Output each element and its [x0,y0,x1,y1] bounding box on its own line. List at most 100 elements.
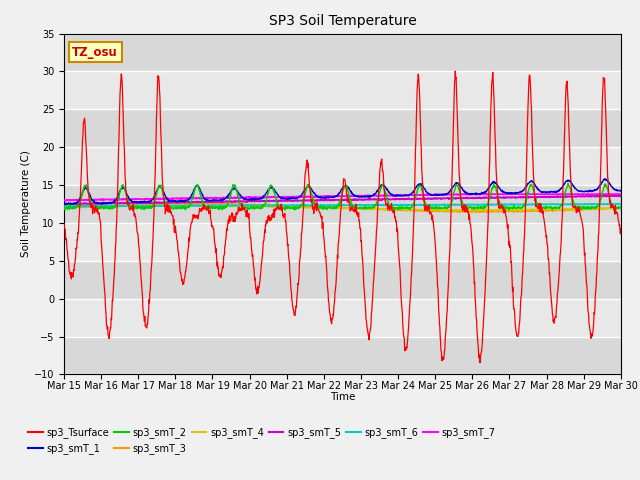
sp3_smT_2 [568,193,576,199]
sp3_Tsurface [60,221,68,227]
sp3_Tsurface [520,238,528,243]
sp3_smT_4 [279,204,287,209]
Bar [64,72,621,109]
Line: sp3_smT_4: sp3_smT_4 [64,204,621,211]
sp3_smT_5 [617,193,625,199]
Title: SP3 Soil Temperature: SP3 Soil Temperature [269,14,416,28]
sp3_smT_7 [62,198,70,204]
sp3_smT_3 [428,208,436,214]
sp3_smT_4 [184,203,191,208]
Line: sp3_smT_5: sp3_smT_5 [64,196,621,204]
sp3_smT_2 [428,205,436,211]
sp3_smT_7 [60,198,68,204]
Bar [64,261,621,299]
Bar [64,185,621,223]
sp3_smT_5 [184,199,191,205]
sp3_smT_6 [568,201,575,207]
sp3_smT_7 [184,195,191,201]
sp3_smT_7 [568,191,576,197]
sp3_Tsurface [476,360,484,366]
Text: TZ_osu: TZ_osu [72,46,118,59]
X-axis label: Time: Time [330,392,355,402]
Bar [64,223,621,261]
sp3_smT_2 [282,207,289,213]
sp3_Tsurface [428,212,436,217]
sp3_smT_5 [568,194,575,200]
sp3_smT_7 [520,191,528,197]
Bar [64,34,621,72]
Y-axis label: Soil Temperature (C): Soil Temperature (C) [21,151,31,257]
Line: sp3_smT_2: sp3_smT_2 [64,183,621,210]
sp3_smT_1 [568,180,575,186]
Bar [64,336,621,374]
sp3_smT_1 [602,176,609,182]
sp3_smT_4 [568,206,576,212]
sp3_smT_1 [617,188,625,194]
sp3_smT_3 [212,200,220,206]
sp3_smT_2 [292,205,300,211]
sp3_smT_5 [60,201,68,207]
sp3_smT_2 [278,205,286,211]
sp3_smT_6 [617,201,625,207]
sp3_smT_1 [60,201,68,206]
sp3_smT_5 [520,194,527,200]
sp3_smT_6 [183,203,191,209]
sp3_smT_5 [292,198,300,204]
Bar [64,299,621,336]
sp3_smT_5 [600,193,608,199]
sp3_smT_6 [60,204,68,209]
sp3_smT_3 [520,208,528,214]
sp3_smT_5 [279,198,287,204]
Legend: sp3_Tsurface, sp3_smT_1, sp3_smT_2, sp3_smT_3, sp3_smT_4, sp3_smT_5, sp3_smT_6, : sp3_Tsurface, sp3_smT_1, sp3_smT_2, sp3_… [24,423,500,458]
sp3_smT_4 [520,207,528,213]
sp3_Tsurface [451,68,459,74]
sp3_smT_4 [60,204,68,210]
sp3_smT_5 [428,196,436,202]
sp3_smT_5 [67,202,74,207]
sp3_smT_6 [428,202,436,208]
sp3_smT_7 [428,192,436,198]
sp3_smT_7 [617,191,625,197]
Line: sp3_smT_1: sp3_smT_1 [64,179,621,204]
sp3_smT_4 [174,202,182,207]
sp3_smT_6 [614,201,622,207]
sp3_Tsurface [183,258,191,264]
sp3_smT_6 [278,203,286,208]
sp3_smT_2 [60,205,68,211]
sp3_smT_3 [60,205,68,211]
sp3_Tsurface [617,226,625,232]
sp3_smT_4 [292,204,300,209]
sp3_smT_2 [183,204,191,210]
sp3_smT_6 [520,201,527,207]
sp3_smT_3 [617,205,625,211]
sp3_smT_1 [184,197,191,203]
sp3_smT_1 [292,195,300,201]
sp3_smT_1 [520,187,527,193]
sp3_smT_7 [279,194,287,200]
sp3_smT_7 [292,193,300,199]
sp3_smT_3 [183,201,191,207]
sp3_smT_3 [568,207,576,213]
sp3_smT_3 [468,210,476,216]
sp3_smT_2 [617,204,625,210]
Line: sp3_smT_3: sp3_smT_3 [64,203,621,213]
Bar [64,147,621,185]
sp3_smT_1 [65,202,73,207]
sp3_smT_2 [520,204,527,209]
Line: sp3_smT_7: sp3_smT_7 [64,194,621,201]
sp3_smT_4 [617,206,625,212]
Line: sp3_Tsurface: sp3_Tsurface [64,71,621,363]
sp3_smT_6 [292,203,300,208]
sp3_smT_3 [292,203,300,209]
sp3_smT_1 [428,192,436,198]
sp3_smT_4 [428,206,436,212]
sp3_smT_3 [279,202,287,208]
sp3_Tsurface [292,303,300,309]
Bar [64,109,621,147]
sp3_Tsurface [568,196,576,202]
sp3_smT_4 [461,208,469,214]
sp3_Tsurface [278,209,286,215]
sp3_smT_2 [564,180,572,186]
sp3_smT_1 [279,196,287,202]
sp3_smT_7 [459,191,467,197]
